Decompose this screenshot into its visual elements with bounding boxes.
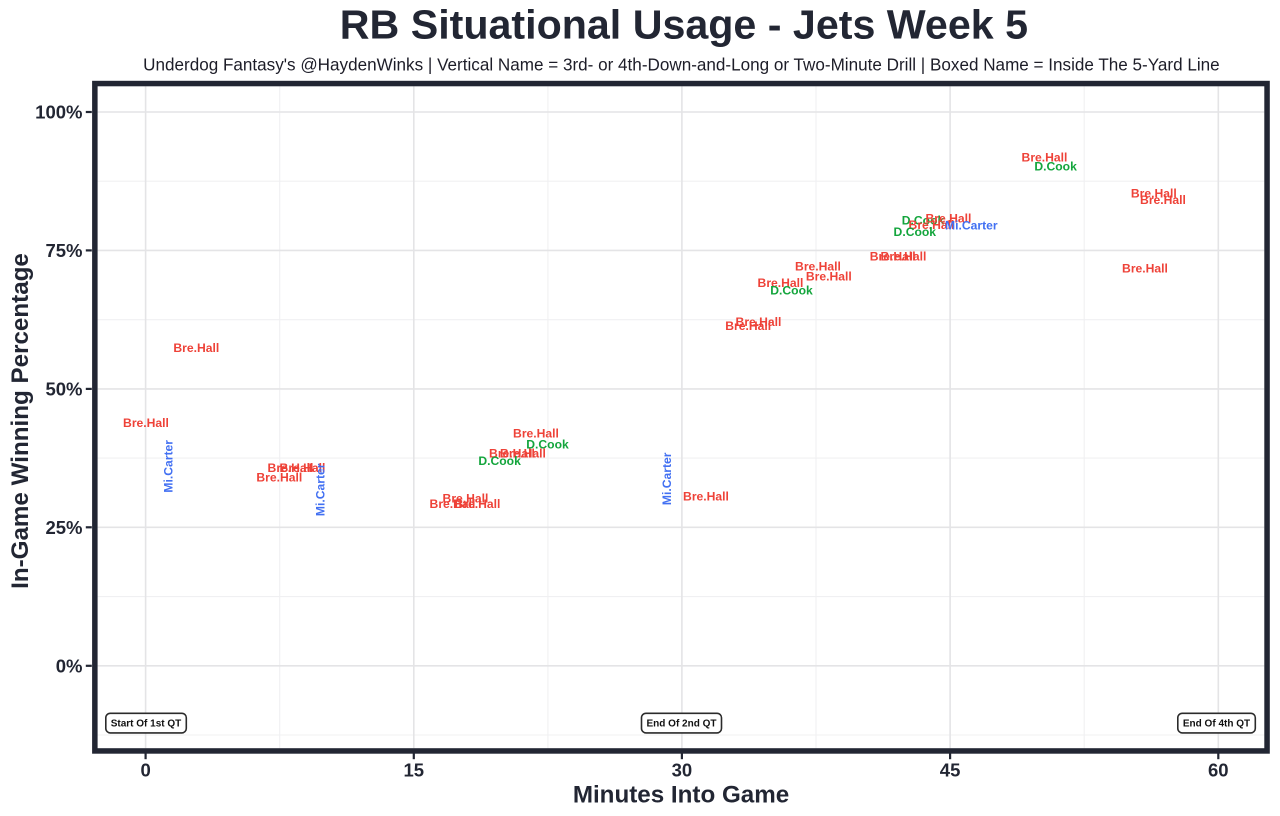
svg-text:25%: 25% (45, 517, 82, 538)
svg-text:Bre.Hall: Bre.Hall (430, 497, 476, 511)
svg-text:Bre.Hall: Bre.Hall (870, 249, 916, 263)
svg-text:Mi.Carter: Mi.Carter (161, 440, 175, 493)
svg-text:Bre.Hall: Bre.Hall (1122, 262, 1168, 276)
svg-text:RB Situational Usage - Jets We: RB Situational Usage - Jets Week 5 (340, 1, 1028, 47)
svg-text:Bre.Hall: Bre.Hall (725, 319, 771, 333)
svg-text:15: 15 (404, 760, 425, 781)
svg-text:Bre.Hall: Bre.Hall (806, 270, 852, 284)
svg-text:Bre.Hall: Bre.Hall (1140, 193, 1186, 207)
svg-text:Bre.Hall: Bre.Hall (795, 259, 841, 273)
svg-text:Bre.Hall: Bre.Hall (455, 497, 501, 511)
svg-text:100%: 100% (35, 102, 82, 123)
svg-text:Bre.Hall: Bre.Hall (683, 489, 729, 503)
svg-text:Bre.Hall: Bre.Hall (500, 446, 546, 460)
svg-text:Bre.Hall: Bre.Hall (909, 218, 955, 232)
svg-text:Bre.Hall: Bre.Hall (173, 341, 219, 355)
svg-text:In-Game Winning Percentage: In-Game Winning Percentage (7, 253, 34, 589)
svg-text:75%: 75% (45, 240, 82, 261)
svg-text:Mi.Carter: Mi.Carter (660, 452, 674, 505)
svg-text:Bre.Hall: Bre.Hall (736, 315, 782, 329)
svg-text:End Of 4th QT: End Of 4th QT (1183, 719, 1250, 730)
svg-text:D.Cook: D.Cook (478, 454, 521, 468)
svg-text:D.Cook: D.Cook (894, 225, 937, 239)
svg-text:50%: 50% (45, 379, 82, 400)
svg-text:D.Cook: D.Cook (1034, 159, 1077, 173)
svg-text:0: 0 (140, 760, 150, 781)
svg-text:D.Cook: D.Cook (526, 438, 569, 452)
svg-text:Bre.Hall: Bre.Hall (881, 249, 927, 263)
svg-text:Bre.Hall: Bre.Hall (489, 446, 535, 460)
svg-text:Bre.Hall: Bre.Hall (925, 211, 971, 225)
svg-text:Bre.Hall: Bre.Hall (443, 491, 489, 505)
svg-text:Bre.Hall: Bre.Hall (758, 276, 804, 290)
svg-text:Underdog Fantasy's @HaydenWink: Underdog Fantasy's @HaydenWinks | Vertic… (143, 55, 1220, 74)
svg-text:0%: 0% (56, 656, 83, 677)
svg-text:45: 45 (940, 760, 961, 781)
svg-text:30: 30 (672, 760, 693, 781)
svg-text:D.Cook: D.Cook (902, 213, 945, 227)
svg-text:60: 60 (1208, 760, 1229, 781)
svg-text:Bre.Hall: Bre.Hall (513, 426, 559, 440)
svg-text:Bre.Hall: Bre.Hall (256, 470, 302, 484)
svg-text:Bre.Hall: Bre.Hall (280, 461, 326, 475)
svg-text:Mi.Carter: Mi.Carter (313, 463, 327, 516)
svg-text:Bre.Hall: Bre.Hall (268, 461, 314, 475)
svg-text:Bre.Hall: Bre.Hall (1022, 151, 1068, 165)
svg-text:Bre.Hall: Bre.Hall (1131, 187, 1177, 201)
svg-text:Minutes Into Game: Minutes Into Game (573, 782, 789, 809)
svg-text:Start Of 1st QT: Start Of 1st QT (111, 719, 182, 730)
svg-text:D.Cook: D.Cook (770, 284, 813, 298)
svg-text:End Of 2nd QT: End Of 2nd QT (647, 719, 717, 730)
svg-text:Bre.Hall: Bre.Hall (123, 416, 169, 430)
svg-text:Mi.Carter: Mi.Carter (945, 218, 998, 232)
